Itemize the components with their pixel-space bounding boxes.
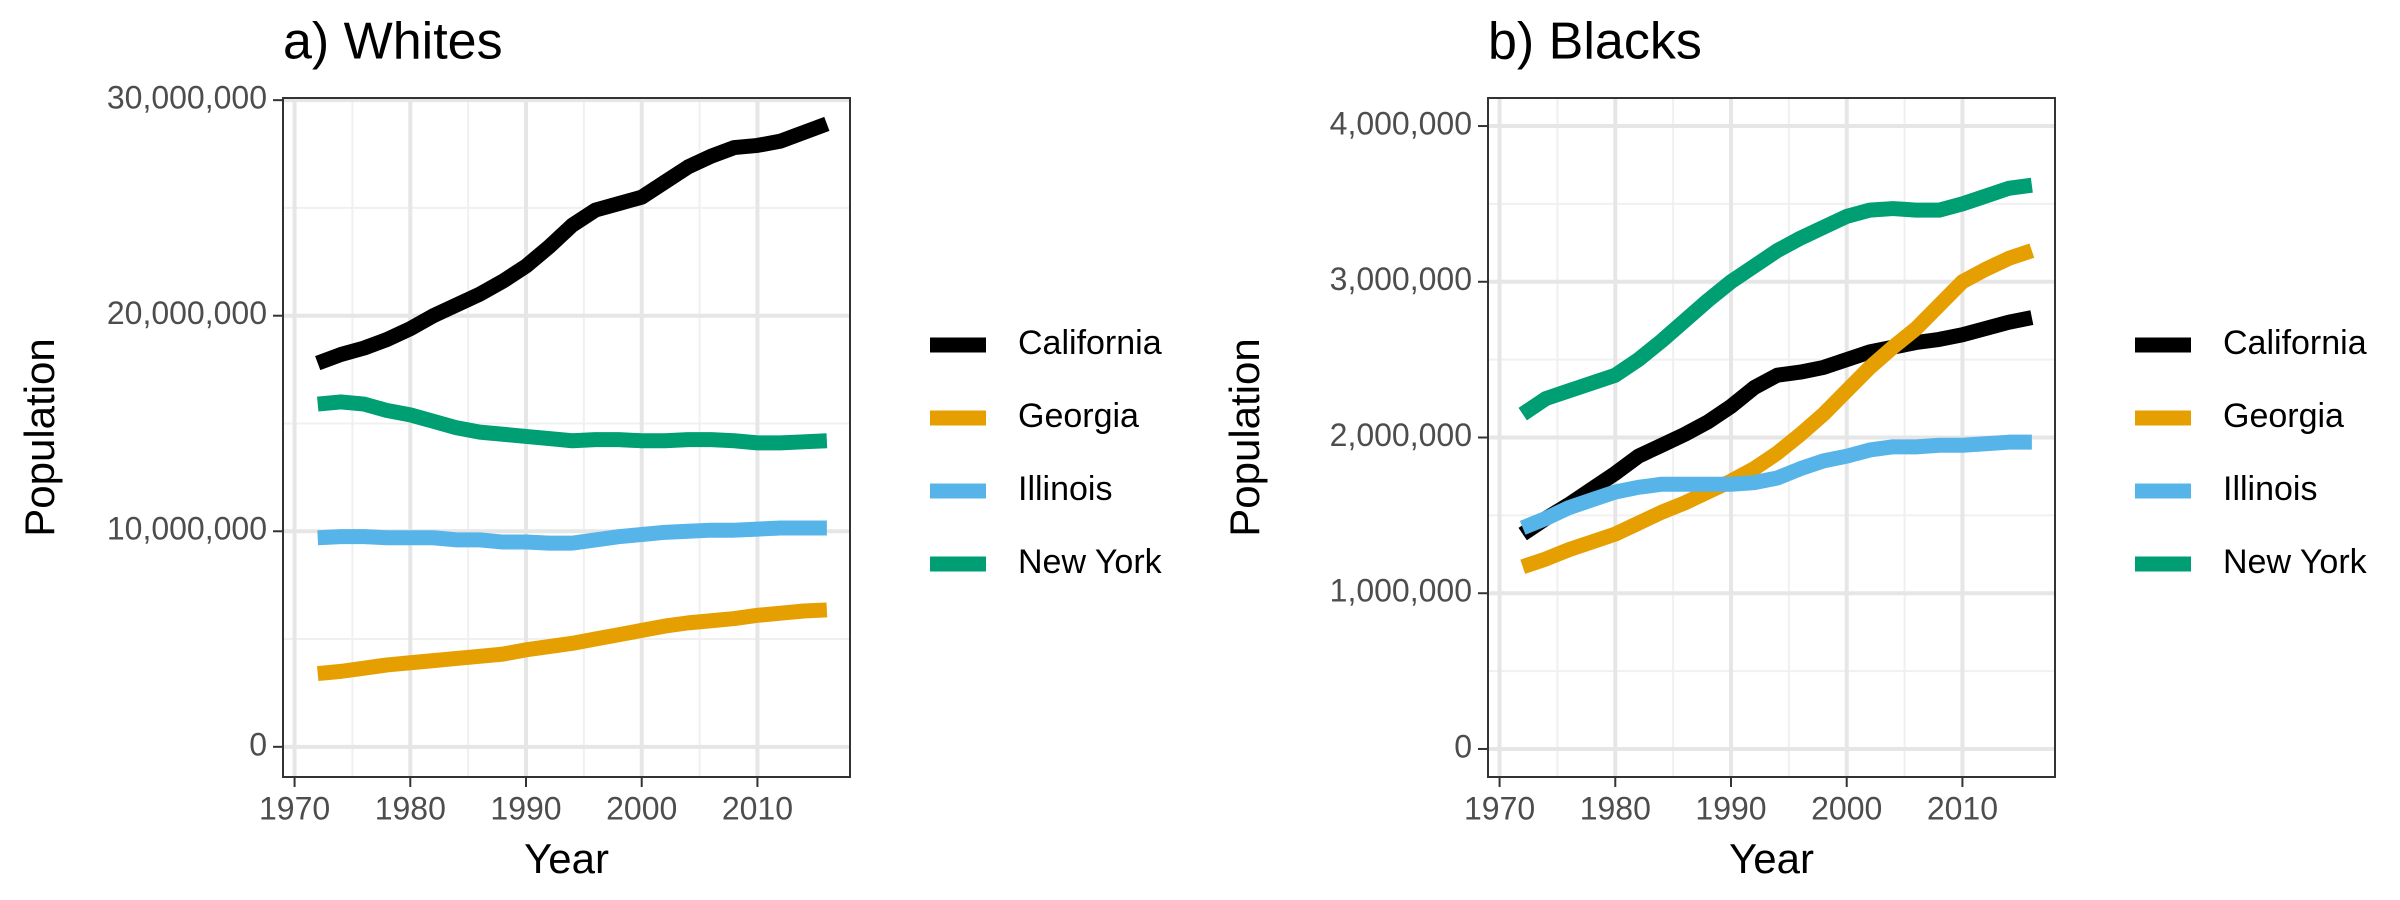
legend-label: California xyxy=(2223,324,2367,362)
legend-label: New York xyxy=(1018,543,1163,581)
y-tick-label: 1,000,000 xyxy=(1330,573,1472,609)
y-tick-label: 0 xyxy=(249,726,267,762)
plot-border xyxy=(1487,97,2056,778)
x-tick-label: 2010 xyxy=(1927,790,1998,826)
series-line xyxy=(1518,310,2034,541)
plot-border xyxy=(282,97,851,778)
legend-label: California xyxy=(1018,324,1162,362)
y-tick-label: 10,000,000 xyxy=(107,511,267,547)
y-tick-label: 3,000,000 xyxy=(1330,261,1472,297)
chart-title: b) Blacks xyxy=(1488,13,1702,71)
legend-label: Illinois xyxy=(2223,470,2317,508)
legend-label: Illinois xyxy=(1018,470,1112,508)
y-tick-label: 30,000,000 xyxy=(107,80,267,116)
y-tick-label: 2,000,000 xyxy=(1330,417,1472,453)
x-tick-label: 2000 xyxy=(606,790,677,826)
chart-title: a) Whites xyxy=(283,13,503,71)
x-tick-label: 2010 xyxy=(722,790,793,826)
x-axis-label: Year xyxy=(1729,835,1814,882)
x-tick-label: 1990 xyxy=(1695,790,1766,826)
series-line xyxy=(1518,177,2033,421)
y-axis-label: Population xyxy=(1221,338,1268,537)
series-line xyxy=(1520,243,2035,574)
x-tick-label: 1990 xyxy=(490,790,561,826)
y-tick-label: 4,000,000 xyxy=(1330,105,1472,141)
series-line xyxy=(317,394,828,451)
y-axis-label: Population xyxy=(16,338,63,537)
x-tick-label: 1980 xyxy=(1580,790,1651,826)
legend-label: Georgia xyxy=(2223,397,2344,435)
y-tick-label: 0 xyxy=(1454,728,1472,764)
x-tick-label: 1980 xyxy=(375,790,446,826)
y-tick-label: 20,000,000 xyxy=(107,295,267,331)
series-line xyxy=(317,520,827,551)
x-tick-label: 1970 xyxy=(1464,790,1535,826)
x-tick-label: 1970 xyxy=(259,790,330,826)
legend-label: New York xyxy=(2223,543,2368,581)
series-line xyxy=(1519,434,2032,535)
x-tick-label: 2000 xyxy=(1811,790,1882,826)
series-line xyxy=(317,602,828,682)
series-line xyxy=(315,116,830,371)
x-axis-label: Year xyxy=(524,835,609,882)
legend-label: Georgia xyxy=(1018,397,1139,435)
